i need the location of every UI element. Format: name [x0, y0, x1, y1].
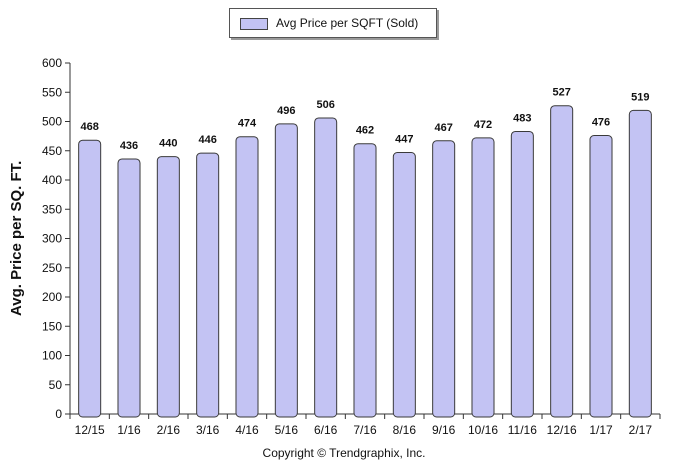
y-tick-label: 450	[42, 144, 62, 158]
bar	[471, 137, 495, 418]
x-tick-label: 8/16	[393, 423, 417, 437]
x-tick-label: 12/15	[75, 423, 105, 437]
bar	[550, 105, 574, 418]
data-label: 447	[395, 134, 413, 146]
bar	[117, 158, 141, 418]
y-tick-label: 550	[42, 85, 62, 99]
data-label: 519	[631, 91, 649, 103]
bar	[432, 140, 456, 418]
y-axis-label: Avg. Price per SQ. FT.	[8, 160, 25, 316]
y-tick-label: 200	[42, 290, 62, 304]
x-tick-label: 4/16	[235, 423, 259, 437]
y-tick-label: 600	[42, 56, 62, 70]
data-label: 436	[120, 140, 138, 152]
data-labels: 468 436 440 446 474 496 506 462 447 467 472 483 527 4…	[80, 87, 649, 152]
y-tick-label: 50	[49, 378, 63, 392]
x-tick-label: 1/17	[589, 423, 613, 437]
bar	[156, 156, 180, 418]
bar	[235, 136, 259, 418]
x-tick-label: 7/16	[353, 423, 377, 437]
bar	[510, 130, 534, 418]
x-tick-label: 11/16	[508, 423, 537, 437]
x-tick-label: 1/16	[117, 423, 141, 437]
data-label: 476	[592, 117, 610, 129]
legend: Avg Price per SQFT (Sold)	[229, 8, 437, 38]
y-tick-label: 100	[42, 349, 62, 363]
y-tick-label: 350	[42, 202, 62, 216]
data-label: 467	[434, 122, 452, 134]
y-tick-label: 150	[42, 319, 62, 333]
y-tick-label: 0	[55, 407, 62, 421]
data-label: 462	[356, 125, 374, 137]
data-label: 527	[552, 87, 570, 99]
data-label: 472	[474, 119, 492, 131]
x-tick-label: 3/16	[196, 423, 220, 437]
bar	[628, 109, 652, 418]
data-label: 474	[238, 118, 257, 130]
x-tick-label: 9/16	[432, 423, 456, 437]
x-tick-label: 10/16	[468, 423, 498, 437]
x-tick-label: 2/17	[629, 423, 653, 437]
data-label: 446	[198, 134, 216, 146]
bars	[78, 105, 652, 418]
x-tick-label: 6/16	[314, 423, 338, 437]
data-label: 483	[513, 112, 531, 124]
bar	[274, 123, 298, 418]
y-tick-label: 500	[42, 115, 62, 129]
bar	[392, 152, 416, 418]
x-tick-label: 2/16	[157, 423, 181, 437]
data-label: 440	[159, 138, 177, 150]
legend-label: Avg Price per SQFT (Sold)	[276, 16, 419, 30]
y-tick-label: 250	[42, 261, 62, 275]
bar	[78, 139, 102, 418]
axes: 0 50 100 150 200 250 300 350 400 450 500 550 600 12/1…	[42, 56, 661, 437]
bar	[353, 143, 377, 418]
bar	[314, 117, 338, 418]
x-tick-label: 12/16	[547, 423, 577, 437]
copyright-credit: Copyright © Trendgraphix, Inc.	[262, 446, 426, 460]
x-tick-label: 5/16	[275, 423, 299, 437]
legend-swatch	[240, 18, 268, 30]
data-label: 468	[80, 121, 98, 133]
y-tick-label: 400	[42, 173, 62, 187]
data-label: 506	[316, 99, 334, 111]
y-tick-label: 300	[42, 232, 62, 246]
data-label: 496	[277, 105, 295, 117]
bar	[196, 152, 220, 418]
bar	[589, 135, 613, 418]
